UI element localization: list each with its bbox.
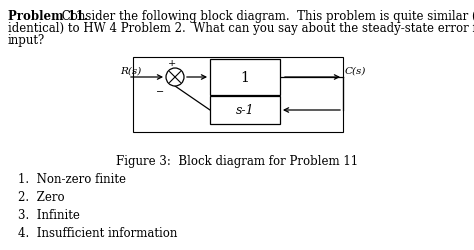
- Text: 1: 1: [241, 71, 249, 85]
- Text: +: +: [168, 59, 176, 68]
- Text: Consider the following block diagram.  This problem is quite similar (not: Consider the following block diagram. Th…: [58, 10, 474, 23]
- Bar: [210, 60, 280, 96]
- Text: C(s): C(s): [345, 67, 366, 76]
- Text: Figure 3:  Block diagram for Problem 11: Figure 3: Block diagram for Problem 11: [116, 154, 358, 167]
- Bar: [133, 58, 343, 132]
- Text: 2.  Zero: 2. Zero: [18, 190, 64, 203]
- Text: R(s): R(s): [120, 67, 141, 76]
- Text: s-1: s-1: [236, 104, 255, 117]
- Text: 3.  Infinite: 3. Infinite: [18, 208, 80, 221]
- Bar: [210, 96, 280, 124]
- Text: −: −: [156, 88, 164, 96]
- Text: 1.  Non-zero finite: 1. Non-zero finite: [18, 172, 126, 185]
- Text: input?: input?: [8, 34, 45, 47]
- Circle shape: [166, 69, 184, 87]
- Text: identical) to HW 4 Problem 2.  What can you say about the steady-state error for: identical) to HW 4 Problem 2. What can y…: [8, 22, 474, 35]
- Text: Problem 11.: Problem 11.: [8, 10, 88, 23]
- Text: 4.  Insufficient information: 4. Insufficient information: [18, 226, 177, 239]
